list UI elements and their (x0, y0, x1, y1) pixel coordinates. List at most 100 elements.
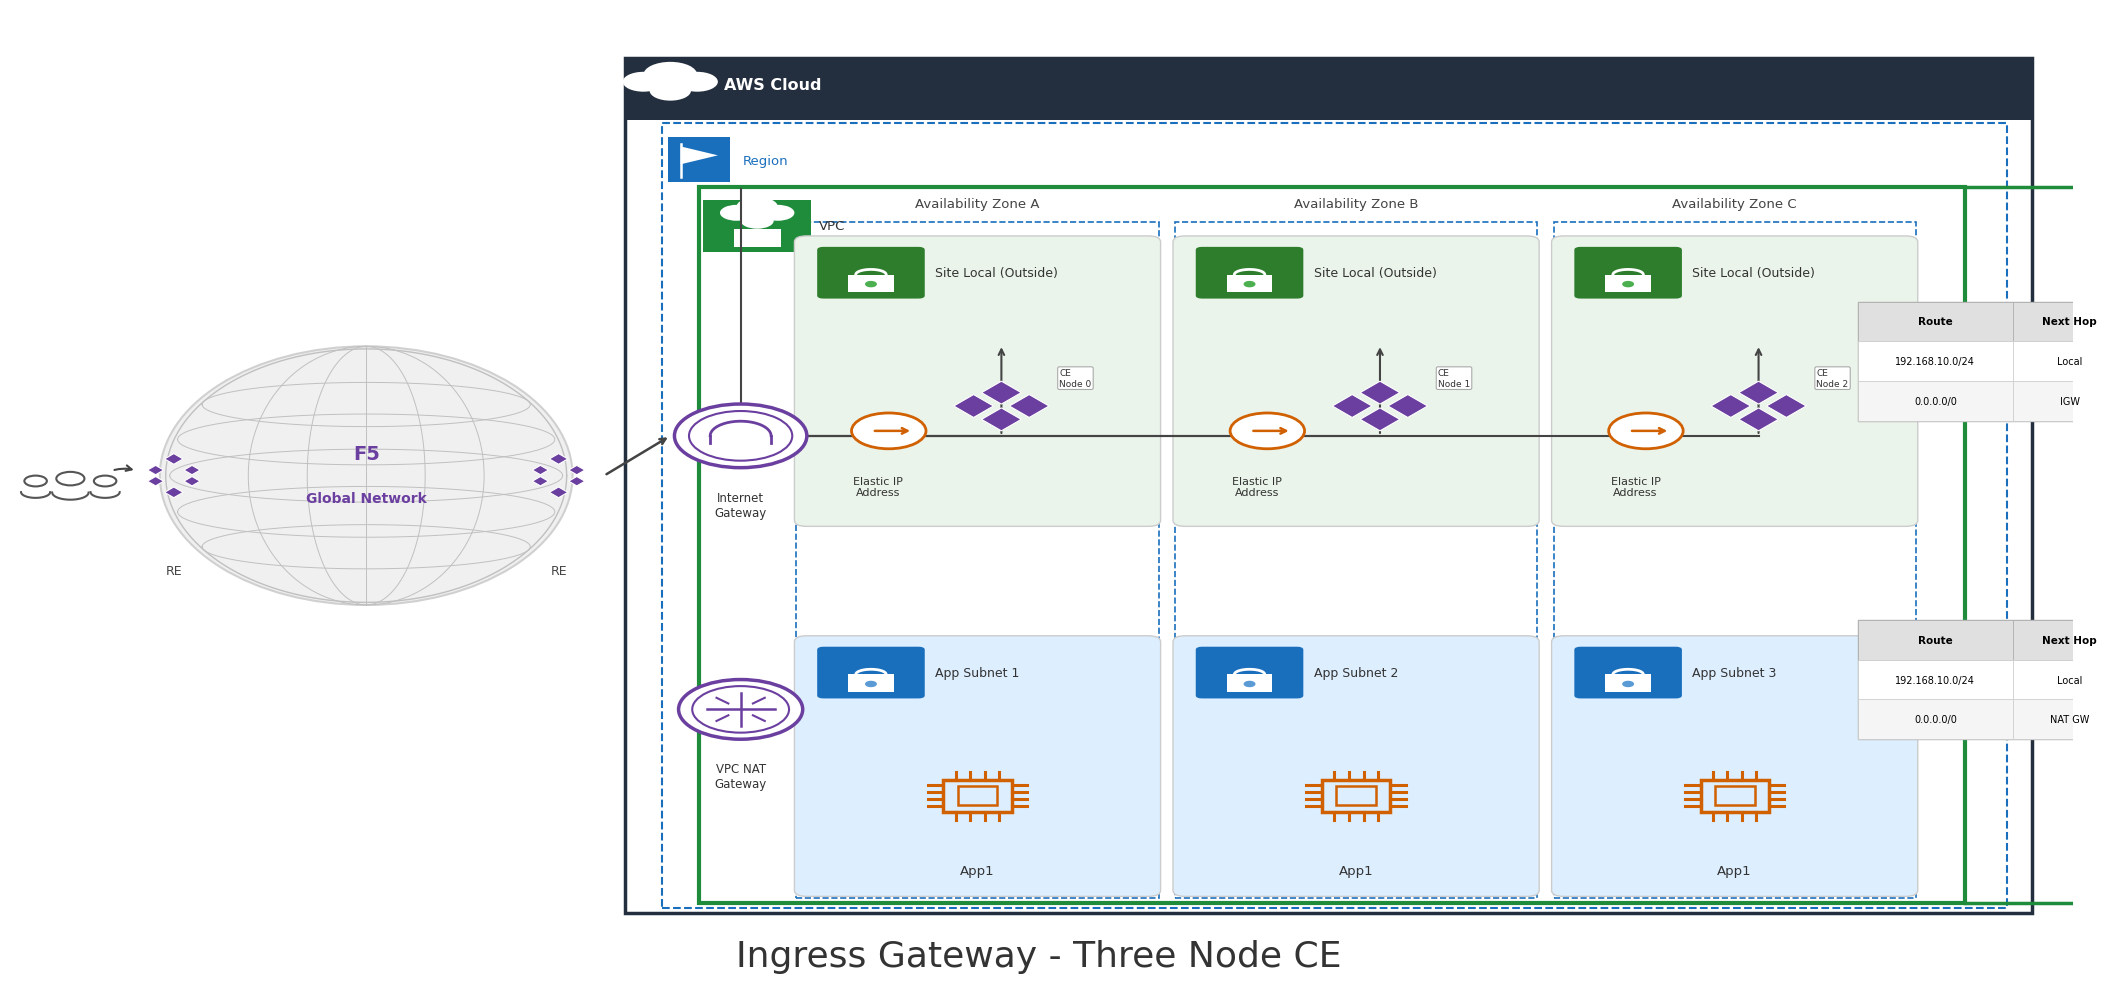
Circle shape (740, 213, 774, 229)
Circle shape (1608, 414, 1684, 449)
Circle shape (643, 63, 698, 88)
Bar (1858, 303, 2014, 342)
Text: RE: RE (551, 564, 568, 577)
Text: Site Local (Outside): Site Local (Outside) (1692, 267, 1816, 280)
Bar (1715, 787, 1755, 806)
Circle shape (650, 82, 692, 101)
Circle shape (1623, 283, 1633, 288)
Polygon shape (1387, 395, 1427, 418)
Bar (2014, 699, 2102, 739)
FancyBboxPatch shape (1173, 236, 1539, 527)
FancyBboxPatch shape (1551, 236, 1917, 527)
Bar (624, 59, 2031, 120)
Bar (1858, 620, 2014, 660)
Bar (624, 59, 2031, 914)
Polygon shape (147, 477, 164, 486)
Text: AWS Cloud: AWS Cloud (723, 78, 822, 93)
Bar (797, 222, 1158, 899)
Text: App1: App1 (1339, 864, 1373, 877)
Text: VPC NAT
Gateway: VPC NAT Gateway (715, 763, 767, 791)
Text: CE
Node 0: CE Node 0 (1059, 369, 1091, 389)
Polygon shape (1738, 409, 1778, 432)
Bar (847, 276, 893, 293)
Polygon shape (532, 477, 549, 486)
Bar (1228, 674, 1272, 692)
FancyBboxPatch shape (818, 647, 925, 698)
Text: App1: App1 (1717, 864, 1751, 877)
Circle shape (1244, 283, 1255, 288)
Text: Local: Local (2058, 357, 2083, 367)
Text: IGW: IGW (2060, 397, 2079, 407)
Text: 0.0.0.0/0: 0.0.0.0/0 (1915, 397, 1957, 407)
Circle shape (851, 414, 927, 449)
Polygon shape (1766, 395, 1806, 418)
Text: Region: Region (742, 154, 788, 167)
Polygon shape (549, 454, 568, 465)
Text: Next Hop: Next Hop (2043, 318, 2098, 327)
Polygon shape (1360, 382, 1400, 405)
Text: 0.0.0.0/0: 0.0.0.0/0 (1915, 714, 1957, 724)
Circle shape (692, 686, 788, 732)
Polygon shape (549, 488, 568, 498)
Polygon shape (183, 466, 200, 475)
Text: Route: Route (1917, 318, 1953, 327)
Polygon shape (164, 454, 183, 465)
Polygon shape (532, 466, 549, 475)
FancyBboxPatch shape (1574, 247, 1682, 300)
Bar (1322, 780, 1389, 813)
Circle shape (736, 197, 778, 217)
Text: CE
Node 1: CE Node 1 (1438, 369, 1469, 389)
Text: Internet
Gateway: Internet Gateway (715, 491, 767, 519)
FancyBboxPatch shape (795, 236, 1160, 527)
Bar (2014, 620, 2102, 660)
Circle shape (761, 205, 795, 221)
Circle shape (1230, 414, 1305, 449)
Text: Availability Zone B: Availability Zone B (1295, 197, 1419, 210)
Bar (1858, 699, 2014, 739)
Bar (1701, 780, 1768, 813)
Bar (1858, 303, 2102, 422)
Polygon shape (164, 488, 183, 498)
Text: App Subnet 1: App Subnet 1 (935, 666, 1019, 679)
Text: Local: Local (2058, 675, 2083, 684)
Bar (1606, 276, 1650, 293)
Bar (1228, 276, 1272, 293)
Text: Elastic IP
Address: Elastic IP Address (1610, 476, 1661, 498)
Circle shape (866, 283, 877, 288)
Bar (2014, 382, 2102, 422)
Text: Global Network: Global Network (305, 491, 427, 505)
Polygon shape (681, 147, 719, 165)
Text: Route: Route (1917, 635, 1953, 645)
Text: Availability Zone A: Availability Zone A (914, 197, 1040, 210)
Polygon shape (1009, 395, 1049, 418)
Text: App1: App1 (961, 864, 994, 877)
Text: App Subnet 3: App Subnet 3 (1692, 666, 1776, 679)
Polygon shape (982, 409, 1022, 432)
Circle shape (677, 73, 719, 92)
Bar (1858, 620, 2102, 660)
Circle shape (1623, 681, 1633, 686)
FancyBboxPatch shape (1173, 636, 1539, 897)
Bar (734, 229, 780, 247)
Bar (700, 188, 1965, 904)
Text: Ingress Gateway - Three Node CE: Ingress Gateway - Three Node CE (736, 939, 1341, 973)
Text: F5: F5 (353, 445, 380, 464)
Bar (959, 787, 996, 806)
FancyBboxPatch shape (818, 247, 925, 300)
Text: App Subnet 2: App Subnet 2 (1314, 666, 1398, 679)
Circle shape (622, 73, 664, 92)
Bar (847, 674, 893, 692)
Polygon shape (570, 466, 584, 475)
Bar (1858, 303, 2102, 342)
FancyBboxPatch shape (1196, 247, 1303, 300)
Text: NAT GW: NAT GW (2049, 714, 2089, 724)
Polygon shape (570, 477, 584, 486)
Circle shape (675, 405, 807, 468)
FancyBboxPatch shape (1574, 647, 1682, 698)
FancyBboxPatch shape (1551, 636, 1917, 897)
Bar (1858, 660, 2014, 699)
Polygon shape (1738, 382, 1778, 405)
Bar (1858, 342, 2014, 382)
FancyBboxPatch shape (1196, 647, 1303, 698)
Polygon shape (183, 477, 200, 486)
